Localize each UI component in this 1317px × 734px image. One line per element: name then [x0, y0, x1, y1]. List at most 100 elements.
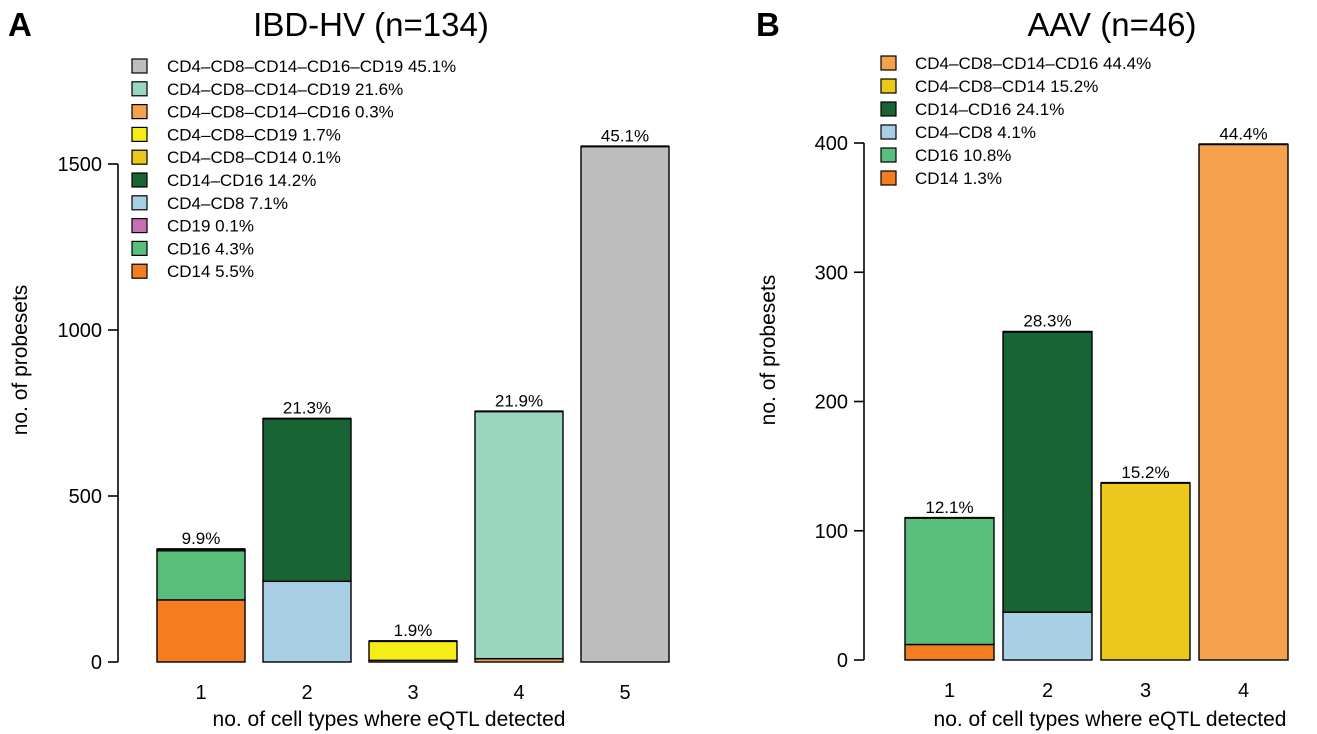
legend-item: CD14–CD16 24.1% — [880, 100, 1064, 119]
x-tick-label: 3 — [1140, 680, 1151, 702]
legend-swatch — [880, 170, 897, 186]
legend-label: CD4–CD8–CD14–CD19 21.6% — [167, 80, 403, 99]
x-tick-label: 2 — [1042, 680, 1053, 702]
y-tick-label: 500 — [69, 486, 102, 508]
bar-segment — [262, 417, 352, 583]
legend-label: CD4–CD8–CD14–CD16–CD19 45.1% — [167, 57, 456, 76]
legend-label: CD4–CD8–CD14–CD16 44.4% — [915, 54, 1151, 73]
legend-swatch — [880, 55, 897, 71]
legend-swatch — [131, 240, 148, 256]
bar-segment — [1100, 482, 1191, 661]
legend-label: CD16 4.3% — [167, 239, 254, 258]
legend-item: CD4–CD8–CD14 15.2% — [880, 77, 1098, 96]
legend-item: CD4–CD8 7.1% — [131, 194, 288, 213]
legend-item: CD14–CD16 14.2% — [131, 171, 316, 190]
legend-swatch — [880, 78, 897, 94]
x-tick-label: 4 — [513, 682, 524, 704]
legend-label: CD4–CD8–CD14–CD16 0.3% — [167, 103, 394, 122]
y-tick-label: 100 — [815, 521, 848, 543]
legend-label: CD14 1.3% — [915, 169, 1002, 188]
legend-item: CD4–CD8–CD14–CD16–CD19 45.1% — [131, 57, 456, 76]
y-tick-label: 0 — [837, 650, 848, 672]
bar-segment — [580, 145, 670, 663]
chart-title: AAV (n=46) — [1027, 6, 1196, 43]
y-tick-label: 200 — [815, 392, 848, 414]
chart-title: IBD-HV (n=134) — [253, 6, 489, 43]
y-tick-label: 400 — [815, 133, 848, 155]
y-axis-label: no. of probesets — [9, 285, 32, 436]
legend-label: CD4–CD8–CD19 1.7% — [167, 125, 341, 144]
y-tick-label: 1000 — [58, 320, 103, 342]
bar-segment — [904, 643, 995, 661]
bar-segment — [1002, 611, 1093, 661]
x-tick-label: 2 — [301, 682, 312, 704]
legend: CD4–CD8–CD14–CD16 44.4% CD4–CD8–CD14 15.2… — [880, 54, 1151, 188]
panel-b: B AAV (n=46) 0 100 200 300 400 no. of probesets… — [756, 6, 1289, 731]
legend-swatch — [131, 263, 148, 279]
legend-item: CD16 4.3% — [131, 239, 254, 258]
legend-swatch — [131, 195, 148, 211]
legend-swatch — [131, 126, 148, 143]
x-tick-label: 5 — [619, 682, 630, 704]
legend: CD4–CD8–CD14–CD16–CD19 45.1% CD4–CD8–CD14… — [131, 57, 456, 281]
bar-segment — [1002, 331, 1093, 613]
bar-segment — [156, 599, 246, 663]
legend-item: CD4–CD8 4.1% — [880, 123, 1036, 142]
legend-label: CD14 5.5% — [167, 262, 254, 281]
legend-item: CD4–CD8–CD14 0.1% — [131, 148, 341, 167]
bar-segment — [262, 580, 352, 663]
legend-swatch — [131, 218, 148, 234]
bar-value-label: 21.9% — [495, 391, 543, 410]
legend-swatch — [131, 58, 148, 74]
legend-label: CD14–CD16 24.1% — [915, 100, 1064, 119]
legend-swatch — [880, 147, 897, 163]
legend-item: CD14 5.5% — [131, 262, 254, 281]
legend-swatch — [880, 124, 897, 140]
bar-value-label: 21.3% — [283, 399, 331, 418]
legend-swatch — [131, 81, 148, 97]
y-axis-label: no. of probesets — [757, 275, 780, 426]
bar-value-label: 15.2% — [1121, 463, 1169, 482]
legend-item: CD14 1.3% — [880, 169, 1002, 188]
legend-item: CD4–CD8–CD14–CD16 0.3% — [131, 103, 394, 122]
panel-a: A IBD-HV (n=134) 0 500 1000 1500 no. of probes… — [8, 6, 670, 731]
panel-label: A — [8, 6, 32, 43]
y-tick-label: 0 — [91, 652, 102, 674]
x-tick-label: 1 — [195, 682, 206, 704]
y-tick-label: 1500 — [58, 154, 103, 176]
legend-item: CD4–CD8–CD19 1.7% — [131, 125, 341, 144]
legend-label: CD4–CD8 4.1% — [915, 123, 1036, 142]
legend-item: CD4–CD8–CD14–CD16 44.4% — [880, 54, 1151, 73]
bar-value-label: 45.1% — [601, 126, 649, 145]
legend-item: CD19 0.1% — [131, 217, 254, 236]
legend-swatch — [131, 149, 148, 165]
bar-segment — [474, 410, 564, 660]
legend-swatch — [131, 103, 148, 120]
legend-swatch — [131, 172, 148, 188]
bar-value-label: 1.9% — [394, 621, 433, 640]
bar-segment — [156, 550, 246, 601]
legend-label: CD4–CD8–CD14 0.1% — [167, 148, 341, 167]
legend-label: CD19 0.1% — [167, 217, 254, 236]
bar-value-label: 12.1% — [925, 498, 973, 517]
x-tick-label: 4 — [1238, 680, 1249, 702]
bar-value-label: 44.4% — [1219, 124, 1267, 143]
legend-label: CD14–CD16 14.2% — [167, 171, 316, 190]
x-axis-label: no. of cell types where eQTL detected — [934, 708, 1287, 731]
bar-segment — [904, 517, 995, 646]
legend-item: CD16 10.8% — [880, 146, 1011, 165]
x-tick-label: 3 — [407, 682, 418, 704]
x-tick-label: 1 — [944, 680, 955, 702]
legend-label: CD16 10.8% — [915, 146, 1011, 165]
x-axis-label: no. of cell types where eQTL detected — [213, 708, 566, 731]
bar-value-label: 28.3% — [1023, 312, 1071, 331]
bar-value-label: 9.9% — [182, 529, 221, 548]
bar-segment — [368, 640, 458, 662]
legend-swatch — [880, 101, 897, 117]
bar-segment — [1198, 143, 1289, 661]
legend-label: CD4–CD8–CD14 15.2% — [915, 77, 1098, 96]
panel-label: B — [756, 6, 780, 43]
legend-label: CD4–CD8 7.1% — [167, 194, 288, 213]
y-tick-label: 300 — [815, 262, 848, 284]
